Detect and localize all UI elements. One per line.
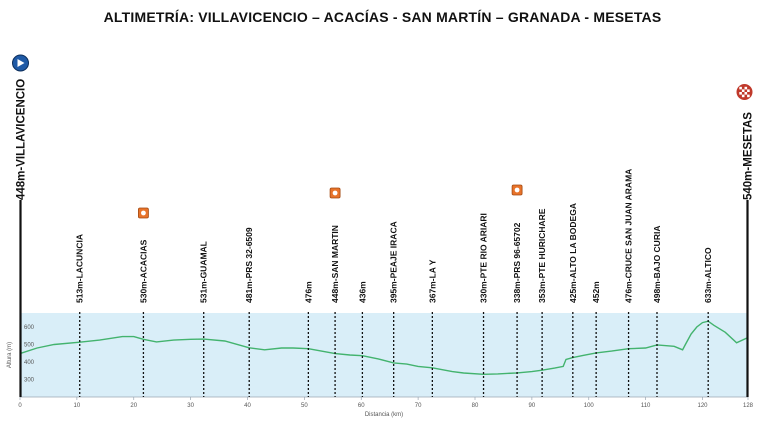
x-tick-label: 0 [18,403,22,409]
x-tick-label: 120 [697,403,708,409]
x-tick-label: 70 [415,403,422,409]
sprint-point-icon [511,184,523,196]
x-tick-label: 20 [130,403,137,409]
waypoint-label: 531m-GUAMAL [199,241,209,303]
y-tick-label: 600 [24,325,35,331]
waypoint-label: 367m-LA Y [427,259,437,303]
start-label: 448m-VILLAVICENCIO [16,79,28,200]
start-flag-icon [12,54,29,72]
waypoint-label: 338m-PRS 96-65702 [512,222,522,303]
waypoint-label: 481m-PRS 32-6509 [244,227,254,303]
y-axis-label: Altura (m) [7,342,13,368]
waypoint-label: 498m-BAJO CURIA [652,226,662,303]
x-tick-label: 10 [74,403,81,409]
waypoint-label: 436m [357,281,367,303]
plot-background [20,313,748,397]
x-axis-label: Distancia (km) [365,412,403,418]
x-tick-label: 110 [641,403,651,409]
page-title: ALTIMETRÍA: VILLAVICENCIO – ACACÍAS - SA… [103,9,662,25]
waypoint-label: 452m [591,281,601,303]
y-tick-label: 400 [24,360,35,366]
waypoint-label: 476m [303,281,313,303]
waypoint-label: 395m-PEAJE IRACA [389,221,399,303]
x-tick-label: 100 [584,403,595,409]
waypoint-label: 476m-CRUCE SAN JUAN ARAMA [624,169,634,303]
x-tick-label: 50 [301,403,308,409]
y-tick-label: 300 [24,378,35,384]
waypoint-label: 448m-SAN MARTIN [330,225,340,303]
x-tick-label: 30 [187,403,194,409]
sprint-point-icon [138,207,149,219]
finish-label: 540m-MESETAS [743,112,755,200]
waypoint-label: 633m-ALTICO [703,247,713,303]
x-tick-label: 128 [743,403,754,409]
elevation-profile-line [19,320,749,376]
y-tick-label: 500 [24,343,35,349]
x-tick-label: 60 [358,403,365,409]
x-tick-label: 80 [472,403,479,409]
x-tick-label: 40 [244,403,251,409]
sprint-point-icon [329,187,341,199]
waypoint-label: 530m-ACACIAS [138,239,148,303]
waypoint-label: 425m-ALTO LA BODEGA [568,203,578,303]
waypoint-label: 353m-PTE HURICHARE [537,208,547,303]
waypoint-label: 513m-LACUNCIA [75,234,85,303]
finish-flag-icon [736,84,753,100]
x-tick-label: 90 [529,403,536,409]
waypoint-label: 330m-PTE RIO ARIARI [479,213,489,303]
